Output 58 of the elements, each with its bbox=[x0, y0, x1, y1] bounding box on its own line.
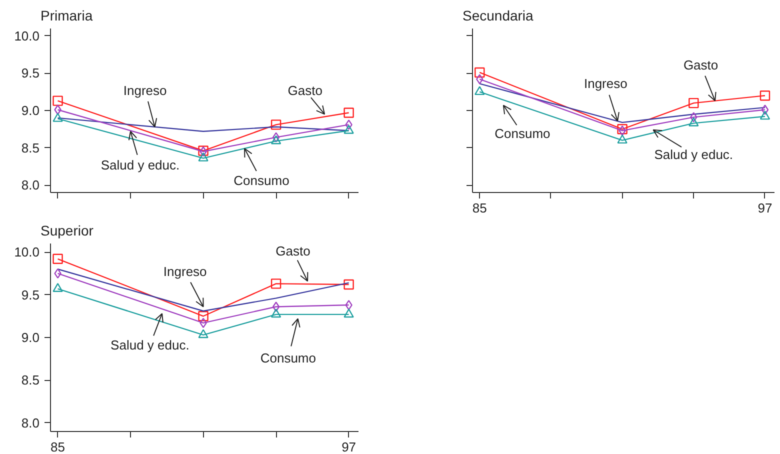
point bbox=[760, 90, 770, 101]
annotation: Gasto bbox=[683, 58, 718, 73]
annotation: Salud y educ. bbox=[654, 146, 734, 162]
annotation: Consumo bbox=[260, 350, 316, 366]
y-tick-label: 9.0 bbox=[21, 103, 40, 118]
y-tick-label: 9.5 bbox=[21, 287, 40, 302]
point bbox=[198, 311, 208, 322]
annotation: Consumo bbox=[494, 126, 550, 142]
point bbox=[270, 308, 282, 318]
point bbox=[52, 254, 63, 264]
point bbox=[270, 120, 282, 130]
x-tick-label: 97 bbox=[758, 200, 772, 216]
annotation: Ingreso bbox=[584, 76, 628, 92]
y-tick-label: 8.5 bbox=[21, 372, 40, 388]
chart-title: Primaria bbox=[40, 8, 93, 24]
point bbox=[690, 112, 698, 122]
y-tick-label: 8.0 bbox=[21, 415, 40, 430]
point bbox=[344, 279, 354, 290]
point bbox=[52, 282, 63, 292]
point bbox=[270, 135, 282, 144]
point bbox=[474, 86, 485, 96]
annotation: Gasto bbox=[276, 244, 310, 259]
point bbox=[270, 278, 282, 289]
chart-title: Secundaria bbox=[462, 8, 534, 24]
point bbox=[344, 108, 354, 118]
point bbox=[617, 134, 628, 144]
point bbox=[344, 308, 354, 318]
point bbox=[760, 110, 770, 120]
y-tick-label: 8.5 bbox=[21, 140, 40, 156]
point bbox=[198, 152, 208, 162]
x-tick-label: 85 bbox=[472, 200, 487, 216]
point bbox=[54, 104, 62, 115]
point bbox=[688, 117, 699, 126]
annotation: Salud y educ. bbox=[100, 157, 180, 172]
y-tick-label: 9.5 bbox=[21, 66, 40, 81]
point bbox=[52, 112, 63, 122]
chart-title: Superior bbox=[40, 222, 94, 238]
point bbox=[761, 104, 769, 115]
point bbox=[474, 67, 485, 78]
point bbox=[272, 132, 280, 142]
x-tick-label: 97 bbox=[342, 440, 356, 454]
point bbox=[272, 302, 280, 312]
y-tick-label: 8.0 bbox=[21, 178, 40, 193]
annotation: Gasto bbox=[288, 82, 322, 98]
annotation: Ingreso bbox=[123, 82, 167, 98]
y-tick-label: 10.0 bbox=[14, 28, 40, 44]
point bbox=[476, 74, 484, 84]
y-tick-label: 10.0 bbox=[14, 244, 40, 260]
y-tick-label: 9.0 bbox=[21, 330, 40, 345]
annotation: Salud y educ. bbox=[110, 338, 190, 353]
point bbox=[344, 124, 354, 134]
annotation: Ingreso bbox=[163, 264, 207, 280]
annotation: Consumo bbox=[234, 173, 290, 188]
point bbox=[52, 96, 63, 106]
point bbox=[198, 329, 208, 338]
x-tick-label: 85 bbox=[50, 440, 66, 454]
point bbox=[688, 98, 699, 108]
point bbox=[345, 120, 352, 130]
